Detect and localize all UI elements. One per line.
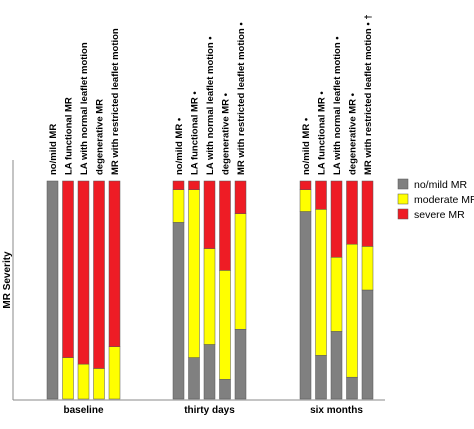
bar-segment-severe-mr xyxy=(203,180,216,249)
bar-segment-severe-mr xyxy=(330,180,343,258)
bar-segment-moderate-mr xyxy=(203,248,216,345)
bar-segment-moderate-mr xyxy=(299,189,312,212)
bar-labels-layer: no/mild MR LA functional MR LA with normal… xyxy=(48,14,374,175)
bar-segment-no-mild-mr xyxy=(219,379,231,400)
bar-segment-no-mild-mr xyxy=(361,289,374,400)
bar-label: LA functional MR • xyxy=(190,91,201,175)
bar-segment-no-mild-mr xyxy=(46,180,59,400)
bar-segment-severe-mr xyxy=(299,180,312,190)
legend: no/mild MR moderate MR severe MR xyxy=(397,178,474,221)
bar-label: LA with normal leaflet motion • xyxy=(205,36,216,175)
bar-segment-severe-mr xyxy=(219,180,231,271)
group-label: thirty days xyxy=(184,405,235,416)
bar-segment-no-mild-mr xyxy=(315,355,327,400)
bar-segment-severe-mr xyxy=(188,180,200,190)
bar-segment-moderate-mr xyxy=(234,213,247,330)
bar-segment-moderate-mr xyxy=(77,363,90,400)
bar-segment-no-mild-mr xyxy=(299,211,312,400)
bar-label: degenerative MR • xyxy=(221,92,232,175)
bar-segment-severe-mr xyxy=(62,180,74,358)
bar-segment-no-mild-mr xyxy=(188,357,200,400)
bar-label: LA functional MR • xyxy=(317,91,328,175)
bar-segment-no-mild-mr xyxy=(346,376,358,400)
bar-label: MR with restricted leaflet motion • xyxy=(236,22,247,175)
bar-segment-severe-mr xyxy=(361,180,374,247)
bar-segment-moderate-mr xyxy=(330,257,343,332)
legend-swatch xyxy=(397,208,409,220)
bar-segment-moderate-mr xyxy=(108,346,121,400)
group-label: baseline xyxy=(63,405,103,416)
legend-label: severe MR xyxy=(414,209,465,221)
bar-label: no/mild MR xyxy=(48,124,59,175)
bar-label: no/mild MR • xyxy=(301,117,312,175)
axes xyxy=(12,160,385,401)
bar-label: degenerative MR xyxy=(95,99,106,175)
group-labels-layer: baseline thirty days six months xyxy=(63,405,363,416)
bar-label: LA with normal leaflet motion • xyxy=(332,36,343,175)
bar-segment-moderate-mr xyxy=(361,246,374,291)
bar-label: no/mild MR • xyxy=(174,117,185,175)
bar-segment-severe-mr xyxy=(346,180,358,245)
bar-segment-severe-mr xyxy=(108,180,121,347)
bar-segment-severe-mr xyxy=(93,180,105,369)
bar-segment-no-mild-mr xyxy=(203,344,216,400)
group-label: six months xyxy=(310,405,363,416)
bar-label: MR with restricted leaflet motion xyxy=(110,28,121,175)
bar-segment-severe-mr xyxy=(234,180,247,214)
bar-segment-severe-mr xyxy=(77,180,90,365)
bar-segment-moderate-mr xyxy=(346,243,358,378)
legend-label: no/mild MR xyxy=(414,179,468,191)
bar-segment-moderate-mr xyxy=(315,209,327,356)
bar-segment-no-mild-mr xyxy=(330,331,343,400)
bars-layer xyxy=(46,180,374,400)
bar-label: degenerative MR • xyxy=(348,92,359,175)
bar-segment-no-mild-mr xyxy=(172,222,185,400)
bar-segment-no-mild-mr xyxy=(234,328,247,400)
bar-segment-severe-mr xyxy=(315,180,327,210)
bar-segment-moderate-mr xyxy=(219,270,231,380)
legend-label: moderate MR xyxy=(414,194,474,206)
bar-segment-moderate-mr xyxy=(62,357,74,400)
legend-swatch xyxy=(397,193,409,205)
legend-swatch xyxy=(397,178,409,190)
bar-segment-severe-mr xyxy=(172,180,185,190)
y-axis-label: MR Severity xyxy=(2,251,13,309)
bar-label: LA functional MR xyxy=(64,97,75,175)
bar-label: LA with normal leaflet motion xyxy=(79,42,90,175)
bar-segment-moderate-mr xyxy=(172,189,185,223)
bar-label: MR with restricted leaflet motion • † xyxy=(363,14,374,175)
bar-segment-moderate-mr xyxy=(188,189,200,358)
bar-segment-moderate-mr xyxy=(93,368,105,400)
